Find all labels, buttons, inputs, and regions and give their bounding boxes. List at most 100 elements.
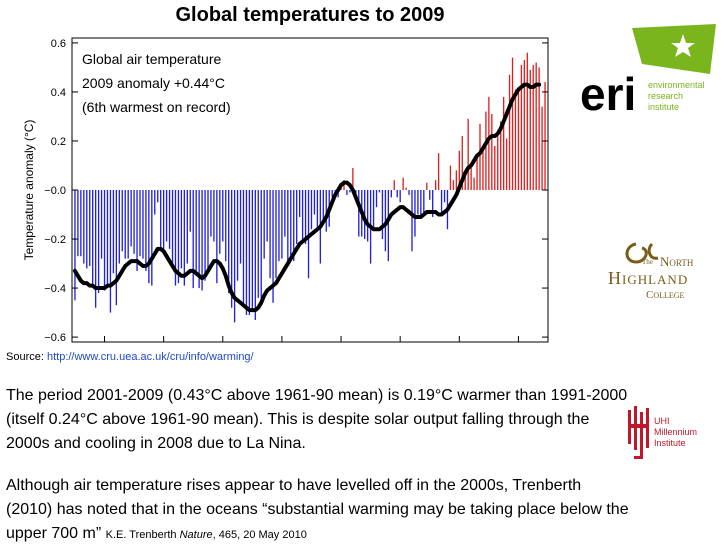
anomaly-bar-2006 (535, 62, 537, 190)
anomaly-bar-1898 (216, 190, 218, 284)
anomaly-bar-1932 (316, 190, 319, 230)
anomaly-bar-1902 (228, 190, 230, 293)
anomaly-bar-1959 (396, 190, 398, 198)
anomaly-bar-1919 (278, 190, 280, 262)
y-tick-label: 0.2 (51, 136, 66, 148)
paragraph-2: Although air temperature rises appear to… (6, 474, 631, 547)
anomaly-bar-1893 (201, 190, 203, 291)
anomaly-bar-1855 (89, 190, 91, 266)
anomaly-bar-1915 (266, 190, 268, 242)
anomaly-bar-1850 (74, 190, 76, 301)
anomaly-bar-1918 (275, 190, 277, 279)
anomaly-bar-1971 (432, 190, 434, 217)
anomaly-bar-1865 (118, 190, 120, 264)
anomaly-bar-1873 (142, 190, 144, 259)
anomaly-bar-1914 (263, 190, 265, 259)
anomaly-bar-1880 (162, 190, 165, 252)
anomaly-bar-1997 (508, 74, 511, 190)
anomaly-bar-1875 (148, 190, 150, 284)
anomaly-bar-1862 (109, 190, 112, 313)
anomaly-bar-1884 (174, 190, 177, 286)
anomaly-bar-1951 (372, 190, 375, 230)
anomaly-bar-1952 (375, 190, 378, 208)
chart-annotation-line1: Global air temperature (82, 51, 222, 67)
nhc-highland: Highland (608, 268, 688, 288)
anomaly-bar-1991 (491, 114, 493, 190)
anomaly-bar-1882 (168, 190, 171, 249)
anomaly-bar-1877 (154, 190, 156, 215)
anomaly-bar-1922 (287, 190, 289, 266)
anomaly-bar-1859 (100, 190, 103, 259)
anomaly-bar-1974 (440, 190, 443, 215)
anomaly-bar-2000 (517, 91, 520, 190)
anomaly-bar-1927 (301, 190, 304, 242)
anomaly-bar-1891 (195, 190, 197, 271)
anomaly-bar-1977 (449, 165, 452, 190)
anomaly-bar-1863 (112, 190, 115, 274)
anomaly-bar-1913 (260, 190, 262, 301)
anomaly-bar-1852 (80, 190, 82, 257)
anomaly-bar-1894 (204, 190, 206, 281)
anomaly-bar-1942 (346, 190, 348, 195)
anomaly-bar-1907 (242, 190, 245, 306)
anomaly-bar-1967 (420, 190, 422, 217)
uhi-logo: UHI Millennium Institute (628, 406, 697, 459)
star-icon (671, 34, 695, 57)
anomaly-bar-1851 (77, 190, 79, 257)
anomaly-bar-1864 (115, 190, 118, 306)
anomaly-bar-1986 (476, 155, 478, 190)
anomaly-bar-1960 (399, 190, 401, 203)
eri-text-line3: institute (648, 102, 679, 112)
uhi-line1: UHI (654, 416, 670, 426)
anomaly-bar-1963 (408, 190, 410, 195)
eri-logo: eri environmental research institute (580, 24, 716, 120)
source-link[interactable]: http://www.cru.uea.ac.uk/cru/info/warmin… (46, 351, 254, 363)
north-highland-college-logo: The North Highland College (608, 242, 694, 301)
anomaly-bar-1966 (417, 190, 419, 215)
anomaly-bar-1992 (494, 145, 496, 190)
source-line: Source: http://www.cru.uea.ac.uk/cru/inf… (6, 351, 254, 363)
temperature-chart: 0.6 0.4 0.2 −0.0 −0.2 −0.4 −0.6 18601880190019… (22, 37, 549, 344)
anomaly-bar-1930 (310, 190, 313, 230)
anomaly-bar-1874 (145, 190, 147, 271)
anomaly-bar-1961 (402, 177, 404, 190)
anomaly-bar-1995 (502, 96, 505, 190)
anomaly-bar-1889 (189, 190, 191, 232)
anomaly-bar-2004 (529, 69, 531, 190)
anomaly-bar-1912 (257, 190, 259, 298)
anomaly-bar-1987 (479, 123, 481, 190)
anomaly-bar-1988 (482, 145, 484, 190)
swirl-emblem-icon (625, 242, 659, 264)
uhi-line3: Institute (654, 438, 686, 448)
anomaly-bar-1920 (281, 190, 283, 259)
anomaly-bar-1895 (207, 190, 209, 271)
anomaly-bar-1962 (405, 187, 407, 190)
paragraph-2-text: Although air temperature rises appear to… (6, 477, 629, 542)
anomaly-bar-1954 (381, 190, 384, 240)
anomaly-bar-1956 (387, 190, 390, 262)
anomaly-bar-1975 (443, 190, 446, 203)
anomaly-bar-2001 (520, 64, 523, 190)
anomaly-bar-1857 (94, 190, 97, 308)
y-tick-label: −0.2 (44, 234, 66, 246)
eri-text-line2: research (648, 91, 683, 101)
anomaly-bar-1934 (322, 190, 324, 225)
anomaly-bar-2003 (526, 52, 528, 191)
anomaly-bar-1900 (222, 190, 224, 242)
y-tick-label: −0.0 (44, 185, 66, 197)
anomaly-bar-1957 (390, 190, 392, 198)
anomaly-bar-1854 (86, 190, 88, 269)
anomaly-bar-1904 (233, 190, 236, 323)
anomaly-bar-1909 (248, 190, 251, 316)
y-axis: 0.6 0.4 0.2 −0.0 −0.2 −0.4 −0.6 (44, 38, 548, 344)
anomaly-bar-1972 (434, 180, 437, 190)
paragraph-1: The period 2001-2009 (0.43°C above 1961-… (6, 387, 628, 452)
anomaly-bar-2008 (541, 106, 543, 190)
anomaly-bar-1876 (151, 190, 153, 286)
anomaly-bar-1899 (219, 190, 221, 254)
anomaly-bar-1856 (92, 190, 94, 289)
anomaly-bar-1871 (136, 190, 138, 271)
anomaly-bar-1924 (293, 190, 295, 262)
anomaly-bar-1989 (485, 111, 487, 190)
source-label: Source: (6, 351, 47, 363)
